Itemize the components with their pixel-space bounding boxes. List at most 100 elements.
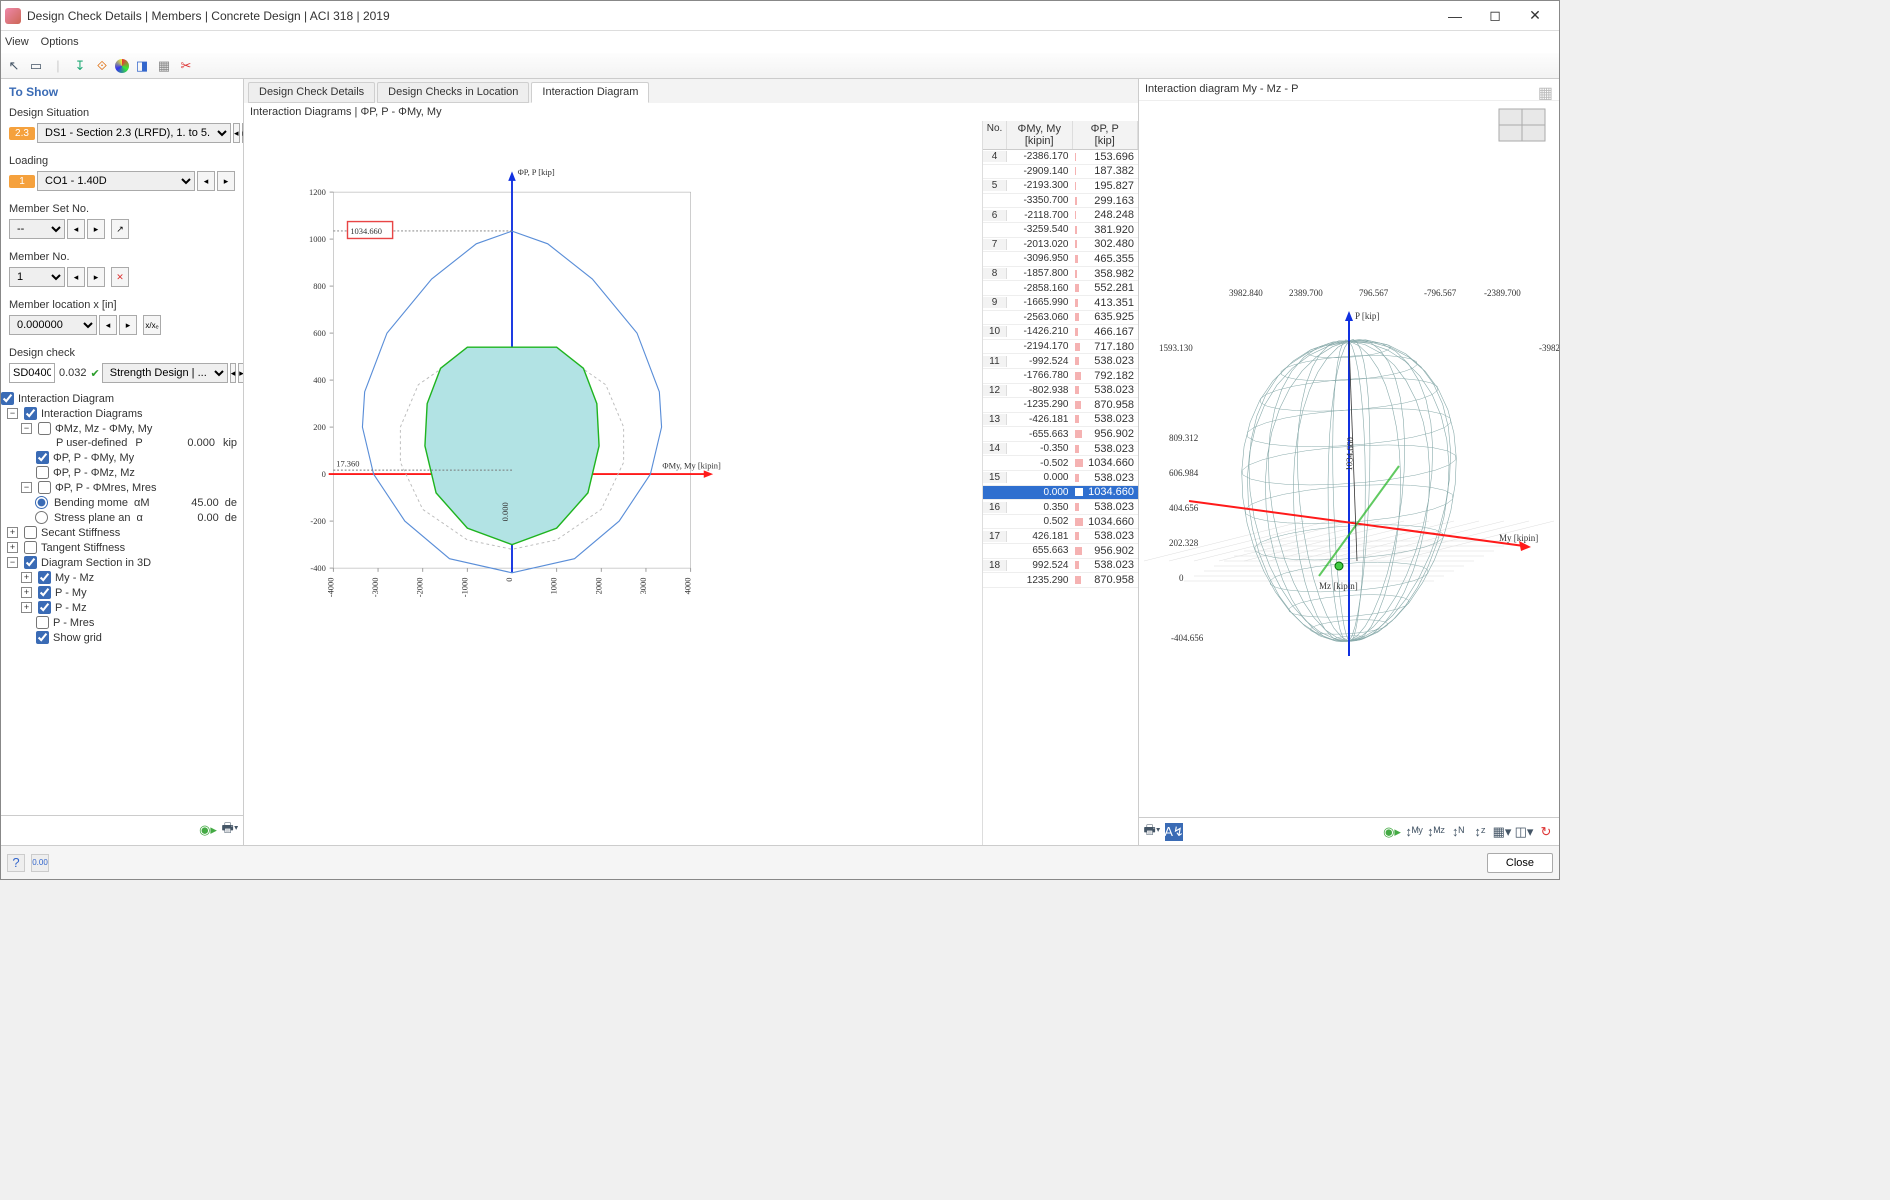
menu-options[interactable]: Options [41, 36, 79, 48]
member-loc-select[interactable]: 0.000000 [9, 315, 97, 335]
tree-ck-grid[interactable] [36, 631, 49, 644]
table-row[interactable]: -2194.170717.180 [983, 340, 1138, 355]
table-row[interactable]: -3259.540381.920 [983, 223, 1138, 238]
tree-ck-diagrams[interactable] [24, 407, 37, 420]
table-row[interactable]: -2563.060635.925 [983, 311, 1138, 326]
table-row[interactable]: 9-1665.990413.351 [983, 296, 1138, 311]
tree-ck-secant[interactable] [24, 526, 37, 539]
member-no-pick[interactable]: ✕ [111, 267, 129, 287]
member-set-next[interactable]: ▸ [87, 219, 105, 239]
tree-ck-mzmy[interactable] [38, 422, 51, 435]
tree-ck-ppmz[interactable] [36, 466, 49, 479]
design-check-select[interactable]: Strength Design | ... [102, 363, 228, 383]
member-set-pick[interactable]: ↗ [111, 219, 129, 239]
minimize-button[interactable]: — [1435, 2, 1475, 30]
tab-interaction-diagram[interactable]: Interaction Diagram [531, 82, 649, 103]
tree-exp-tangent[interactable]: + [7, 542, 18, 553]
member-no-select[interactable]: 1 [9, 267, 65, 287]
tab-design-check-details[interactable]: Design Check Details [248, 82, 375, 103]
tree-ck-pmres[interactable] [36, 616, 49, 629]
tab-design-checks-location[interactable]: Design Checks in Location [377, 82, 529, 103]
table-row[interactable]: 6-2118.700248.248 [983, 208, 1138, 223]
member-set-prev[interactable]: ◂ [67, 219, 85, 239]
table-row[interactable]: 13-426.181538.023 [983, 413, 1138, 428]
tree-radio-bending[interactable] [35, 496, 48, 509]
table-row[interactable]: -1235.290870.958 [983, 398, 1138, 413]
design-situation-select[interactable]: DS1 - Section 2.3 (LRFD), 1. to 5. [37, 123, 231, 143]
loading-select[interactable]: CO1 - 1.40D [37, 171, 195, 191]
loading-prev[interactable]: ◂ [197, 171, 215, 191]
table-row[interactable]: -0.5021034.660 [983, 456, 1138, 471]
member-loc-xx[interactable]: x/xₑ [143, 315, 161, 335]
table-row[interactable]: -2858.160552.281 [983, 281, 1138, 296]
tool-cursor-icon[interactable]: ↖ [5, 57, 23, 75]
close-dialog-button[interactable]: Close [1487, 853, 1553, 873]
3d-my-icon[interactable]: ↕ᴹʸ [1405, 823, 1423, 841]
tool-x-icon[interactable]: ✂ [177, 57, 195, 75]
table-row[interactable]: 14-0.350538.023 [983, 442, 1138, 457]
3d-go-icon[interactable]: ◉▸ [1383, 823, 1401, 841]
tree-ck-mres[interactable] [38, 481, 51, 494]
3d-n-icon[interactable]: ↕ᴺ [1449, 823, 1467, 841]
tool-frame-icon[interactable]: ▦ [155, 57, 173, 75]
3d-refresh-icon[interactable]: ↻ [1537, 823, 1555, 841]
tool-load-icon[interactable]: ↧ [71, 57, 89, 75]
table-row[interactable]: 150.000538.023 [983, 471, 1138, 486]
table-row[interactable]: 5-2193.300195.827 [983, 179, 1138, 194]
interaction-3d-view[interactable]: P [kip]My [kipin]Mz [kipin]1593.130809.3… [1139, 101, 1559, 817]
table-row[interactable]: 1235.290870.958 [983, 573, 1138, 588]
table-row[interactable]: 7-2013.020302.480 [983, 238, 1138, 253]
member-loc-next[interactable]: ▸ [119, 315, 137, 335]
design-check-prev[interactable]: ◂ [230, 363, 237, 383]
table-row[interactable]: 11-992.524538.023 [983, 354, 1138, 369]
menu-view[interactable]: View [5, 36, 29, 48]
table-row[interactable]: -2909.140187.382 [983, 165, 1138, 180]
table-row[interactable]: 160.350538.023 [983, 500, 1138, 515]
3d-zv-icon[interactable]: ↕ᶻ [1471, 823, 1489, 841]
tree-exp-3d[interactable]: − [7, 557, 18, 568]
table-row[interactable]: 12-802.938538.023 [983, 384, 1138, 399]
status-decimals-icon[interactable]: 0.00 [31, 854, 49, 872]
3d-view-icon[interactable]: ▦▾ [1493, 823, 1511, 841]
loading-next[interactable]: ▸ [217, 171, 235, 191]
3d-iso-icon[interactable]: ◫▾ [1515, 823, 1533, 841]
table-row[interactable]: 0.5021034.660 [983, 515, 1138, 530]
table-row[interactable]: -1766.780792.182 [983, 369, 1138, 384]
maximize-button[interactable]: ◻ [1475, 2, 1515, 30]
table-row[interactable]: 10-1426.210466.167 [983, 325, 1138, 340]
print3d-icon[interactable]: 🖶▾ [1143, 823, 1161, 841]
member-loc-prev[interactable]: ◂ [99, 315, 117, 335]
table-row[interactable]: 17426.181538.023 [983, 529, 1138, 544]
status-help-icon[interactable]: ? [7, 854, 25, 872]
tree-radio-stress[interactable] [35, 511, 48, 524]
design-situation-prev[interactable]: ◂ [233, 123, 240, 143]
table-row[interactable]: 0.0001034.660 [983, 486, 1138, 501]
table-row[interactable]: 8-1857.800358.982 [983, 267, 1138, 282]
close-button[interactable]: ✕ [1515, 2, 1555, 30]
tool-colors-icon[interactable] [115, 59, 129, 73]
interaction-plot[interactable]: -400-200020040060080010001200-4000-3000-… [244, 121, 982, 845]
3d-mz-icon[interactable]: ↕ᴹᶻ [1427, 823, 1445, 841]
table-row[interactable]: -3350.700299.163 [983, 194, 1138, 209]
table-row[interactable]: 4-2386.170153.696 [983, 150, 1138, 165]
table-row[interactable]: -655.663956.902 [983, 427, 1138, 442]
tree-ck-pmy[interactable] [38, 586, 51, 599]
sidebar-go-icon[interactable]: ◉▸ [199, 821, 217, 839]
sidebar-print-icon[interactable]: 🖶▾ [221, 821, 239, 839]
tree-ck-3d[interactable] [24, 556, 37, 569]
table-row[interactable]: 655.663956.902 [983, 544, 1138, 559]
member-no-next[interactable]: ▸ [87, 267, 105, 287]
axes3d-icon[interactable]: A↯ [1165, 823, 1183, 841]
member-set-select[interactable]: -- [9, 219, 65, 239]
tool-section-icon[interactable]: ◨ [133, 57, 151, 75]
table-row[interactable]: 18992.524538.023 [983, 559, 1138, 574]
tree-exp-secant[interactable]: + [7, 527, 18, 538]
member-no-prev[interactable]: ◂ [67, 267, 85, 287]
tool-select-icon[interactable]: ▭ [27, 57, 45, 75]
tree-ck-pmz[interactable] [38, 601, 51, 614]
interaction-diagram-check[interactable] [1, 392, 14, 405]
tree-expand-diagrams[interactable]: − [7, 408, 18, 419]
tree-ck-mymz[interactable] [38, 571, 51, 584]
tree-exp-mzmy[interactable]: − [21, 423, 32, 434]
tool-member-icon[interactable]: ⟐ [93, 57, 111, 75]
